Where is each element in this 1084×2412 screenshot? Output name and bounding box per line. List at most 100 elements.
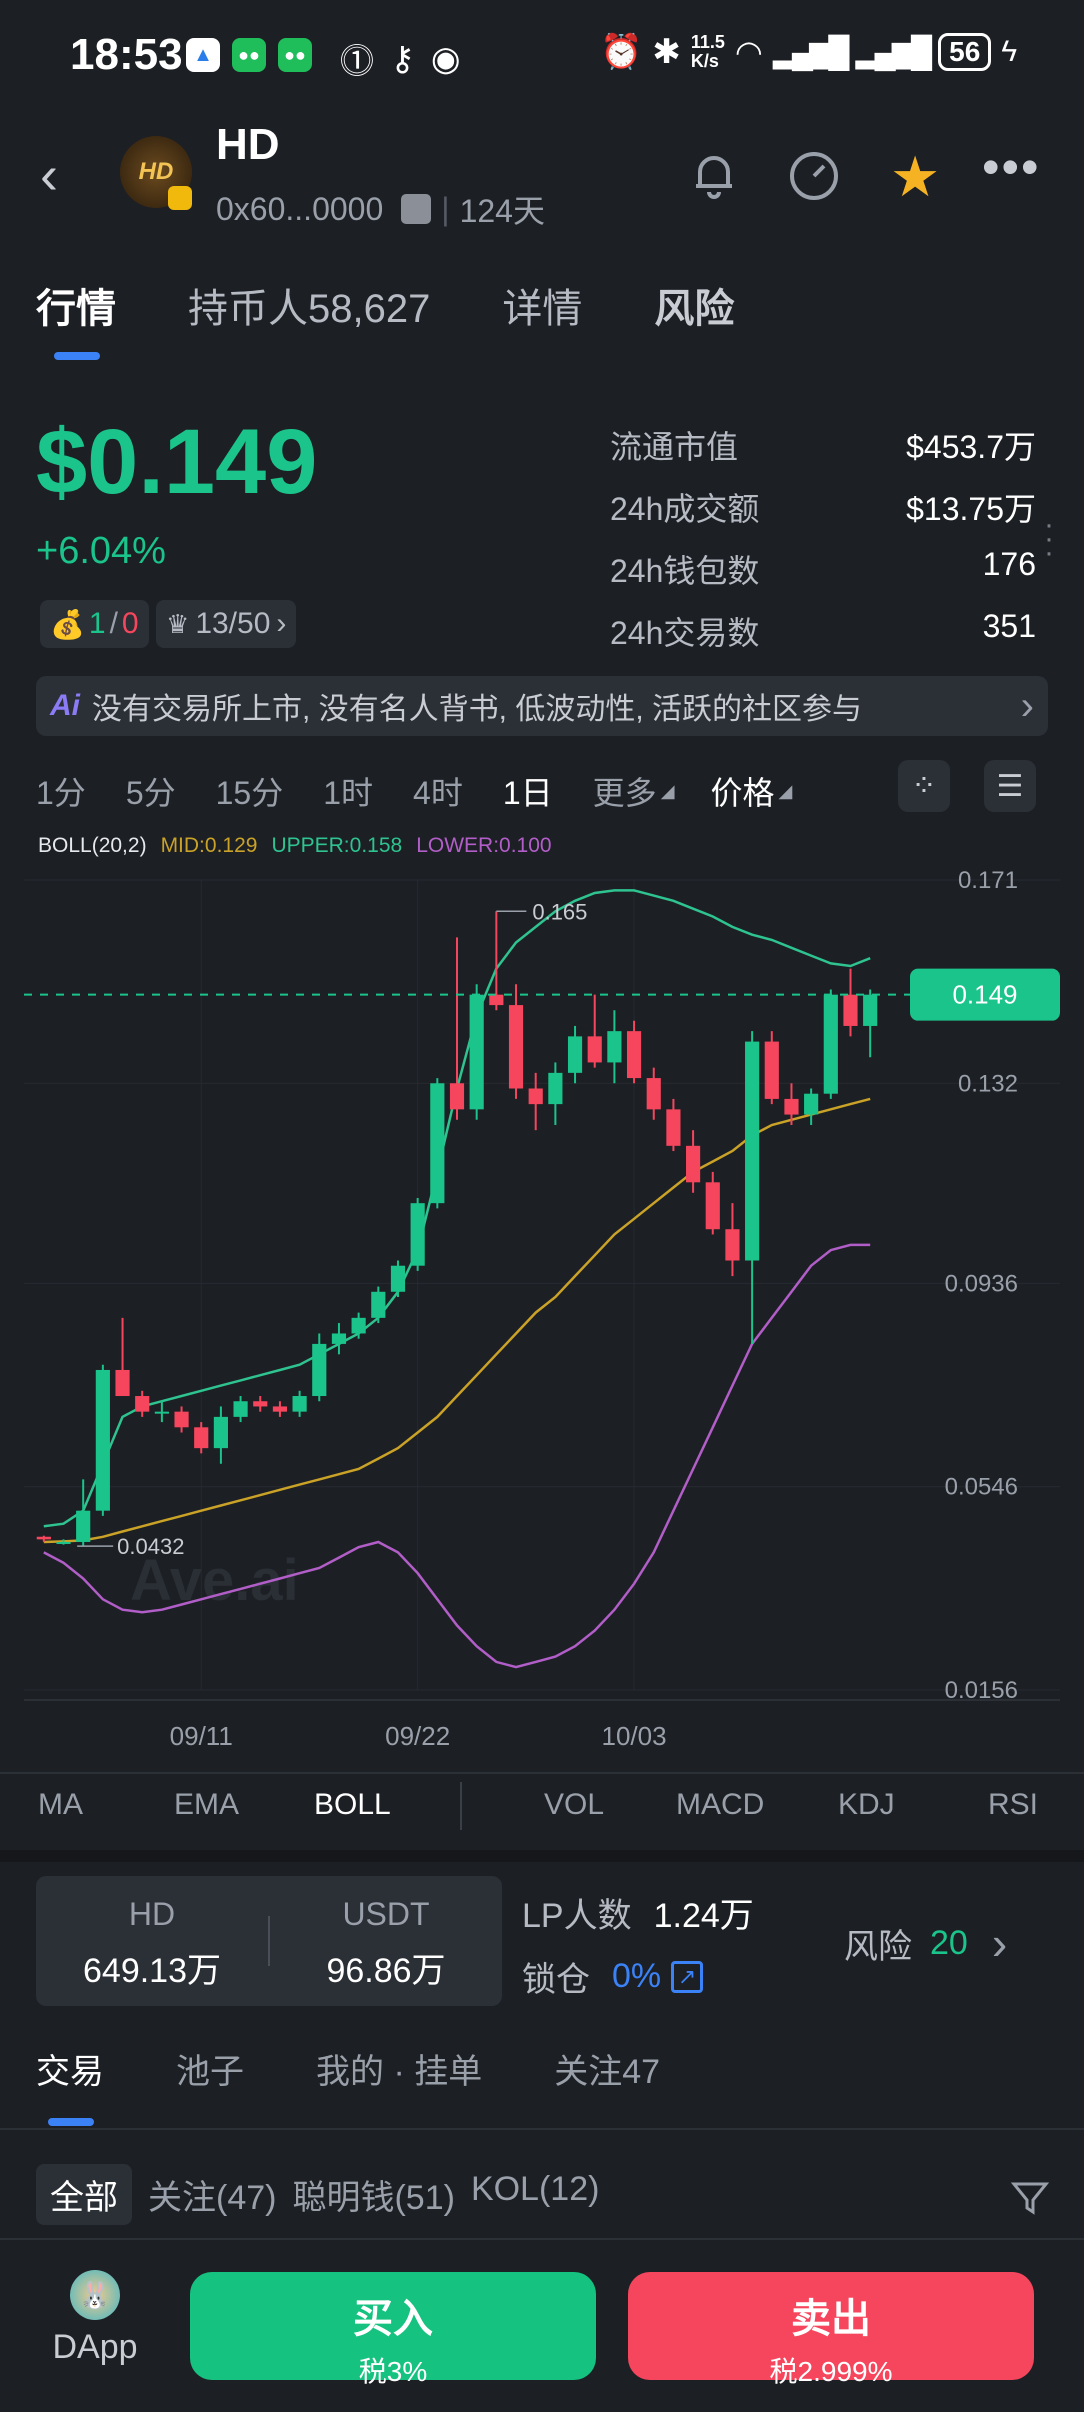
back-button[interactable]: ‹ [40,145,58,205]
dots-icon: ⁘ [911,769,937,803]
filter-smart-money[interactable]: 聪明钱(51) [292,2179,455,2217]
favorite-star-icon[interactable]: ★ [890,145,941,208]
candle-body [233,1401,248,1417]
side-menu-handle-icon[interactable]: · · · [1044,508,1054,569]
ind-vol[interactable]: VOL [544,1788,605,1821]
chart-settings-button[interactable]: ☰ [984,760,1036,812]
y-tick-label: 0.132 [958,1070,1018,1097]
candle-body [666,1109,681,1146]
candle-body [272,1406,288,1412]
bell-icon[interactable] [686,146,742,202]
y-tick-label: 0.0156 [945,1677,1018,1704]
candle-body [331,1333,347,1344]
ind-ma[interactable]: MA [38,1788,83,1821]
candle [135,1390,150,1417]
gauge-icon[interactable] [786,146,842,202]
tab-pools[interactable]: 池子 [176,2053,244,2091]
candle-body [528,1088,543,1105]
tf-5m[interactable]: 5分 [125,775,176,811]
tab-my-orders[interactable]: 我的 · 挂单 [316,2053,483,2091]
risk-score-button[interactable]: 风险 20 › [844,1916,1007,1970]
ind-kdj[interactable]: KDJ [838,1788,895,1821]
tf-more[interactable]: 更多 [592,775,657,811]
token-age: 124天 [459,193,545,229]
tab-market[interactable]: 行情 [36,287,116,331]
trade-tabs: 交易 池子 我的 · 挂单 关注47 [36,2044,660,2093]
candle-body [36,1536,51,1540]
tab-risk[interactable]: 风险 [654,287,735,331]
top-holders-badge[interactable]: ♛ 13/50 › [156,600,297,648]
candle [331,1323,347,1355]
candle-body [390,1265,406,1292]
candle-body [646,1078,661,1110]
ind-macd[interactable]: MACD [676,1788,765,1821]
caret-icon: ◢ [778,780,793,801]
ind-rsi[interactable]: RSI [988,1788,1039,1821]
candle [174,1406,189,1433]
candle [567,1025,583,1084]
filter-following[interactable]: 关注(47) [148,2179,277,2217]
tab-following[interactable]: 关注47 [554,2053,661,2091]
filter-funnel-icon[interactable] [1010,2178,1050,2218]
stat-value: $453.7万 [906,429,1036,465]
token-logo: HD [120,136,192,208]
candle-body [135,1396,150,1412]
x-tick-label: 09/11 [170,1721,233,1751]
copy-icon[interactable] [401,194,432,224]
sell-label: 卖出 [791,2297,871,2341]
ai-summary-banner[interactable]: Ai 没有交易所上市, 没有名人背书, 低波动性, 活跃的社区参与 › [36,676,1048,736]
candle [272,1401,288,1417]
dapp-button[interactable]: 🐰 DApp [30,2270,160,2367]
candle-body [863,994,878,1026]
pool-token-b: USDT [342,1896,430,1932]
tax-badge[interactable]: 💰 1 / 0 [40,600,149,648]
candle-body [626,1031,642,1079]
tab-details[interactable]: 详情 [502,287,583,331]
candle [626,1020,642,1084]
filter-all[interactable]: 全部 [36,2164,132,2225]
lock-link[interactable]: 0% ↗ [612,1957,704,1996]
timeframe-bar: 1分 5分 15分 1时 4时 1日 更多 ◢ 价格 ◢ [36,766,792,816]
caret-icon: ◢ [660,780,675,801]
external-link-icon: ↗ [671,1960,704,1993]
indicator-top-divider [0,1772,1084,1774]
candle-body [56,1541,71,1544]
drawing-tool-button[interactable]: ⁘ [898,760,950,812]
filter-kol[interactable]: KOL(12) [470,2170,600,2208]
tf-4h[interactable]: 4时 [413,775,463,811]
sell-button[interactable]: 卖出 税2.999% [628,2272,1034,2387]
candle-body [607,1031,622,1063]
price-mode-toggle[interactable]: 价格 [710,775,775,811]
buy-button[interactable]: 买入 税3% [190,2272,596,2387]
candle-body [76,1510,91,1542]
candle-body [410,1203,425,1266]
candle [292,1390,307,1417]
pool-reserves-card: HD 649.13万 USDT 96.86万 [36,1876,502,2006]
tab-holders[interactable]: 持币人58,627 [188,287,431,331]
tf-1m[interactable]: 1分 [36,775,86,811]
tab-trades[interactable]: 交易 [36,2053,104,2091]
token-symbol: HD [216,120,280,169]
risk-value: 20 [930,1923,968,1962]
wifi-icon: ◠ [734,34,763,70]
crown-icon: ♛ [166,608,190,639]
ind-ema[interactable]: EMA [174,1788,240,1821]
tf-1h[interactable]: 1时 [323,775,374,811]
trade-tab-indicator [48,2118,94,2126]
chevron-right-icon: › [991,1917,1008,1969]
candle [194,1422,209,1454]
ind-boll[interactable]: BOLL [314,1788,391,1821]
main-tabs: 行情 持币人58,627 详情 风险 [36,276,734,334]
candle [863,989,878,1058]
candle-body [686,1145,701,1183]
tf-1d[interactable]: 1日 [502,775,553,811]
y-tick-label: 0.0546 [945,1474,1018,1501]
pool-token-a: HD [128,1896,176,1932]
tab-active-indicator [54,352,100,360]
tf-15m[interactable]: 15分 [215,775,284,811]
price-chart[interactable]: Ave.ai 0.1710.1320.09360.05460.015609/11… [0,860,1084,1780]
net-speed: 11.5 K/s [690,32,725,71]
more-icon[interactable]: ••• [982,139,1041,195]
x-tick-label: 09/22 [385,1721,450,1751]
stat-label: 24h交易数 [610,615,760,651]
